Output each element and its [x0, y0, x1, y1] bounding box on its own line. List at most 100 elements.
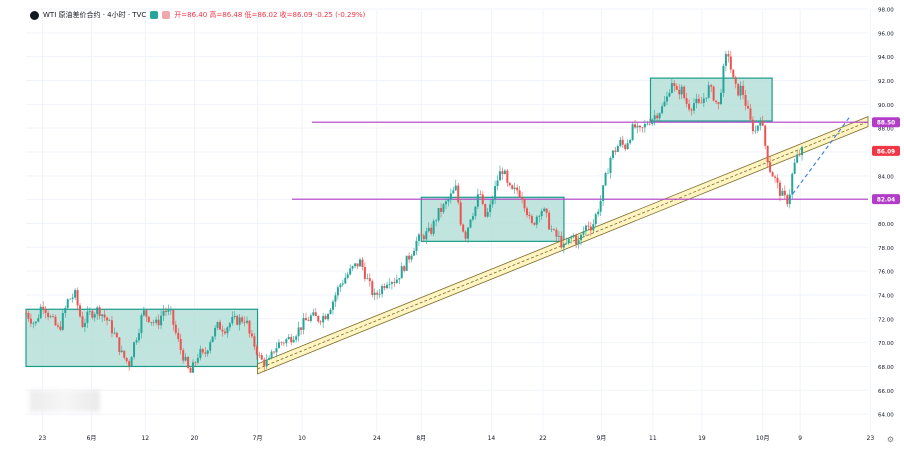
candle-body [398, 278, 401, 280]
y-tick-label: 92.00 [878, 79, 894, 85]
x-tick-label: 10 [298, 435, 306, 442]
candle-body [373, 292, 376, 295]
candle-body [572, 235, 575, 238]
x-axis: 23 6月 12 20 7月 10 24 8月 14 22 9月 11 19 10月 9 23 [39, 435, 875, 442]
candle-body [496, 180, 499, 187]
y-tick-label: 94.00 [878, 55, 894, 61]
candle-body [32, 323, 35, 324]
price-tag [872, 194, 900, 205]
candle-body [459, 202, 462, 225]
price-tags: 88.50 86.09 82.04 [872, 117, 900, 205]
price-tag [872, 145, 900, 156]
candle-body [61, 313, 64, 330]
candle-body [447, 199, 450, 202]
y-tick-label: 66.00 [878, 389, 894, 395]
candle-body [437, 208, 440, 221]
candle-body [597, 211, 600, 215]
status-dot-icon [150, 11, 159, 19]
price-tag-label: 88.50 [877, 121, 895, 127]
candle-body [74, 290, 77, 298]
candle-body [341, 283, 344, 285]
candle-body [184, 357, 187, 361]
x-tick-label: 20 [191, 435, 199, 442]
candle-body [668, 92, 671, 97]
candle-body [54, 316, 57, 326]
y-axis: 64.00 66.00 68.00 70.00 72.00 74.00 76.00 78.00… [878, 8, 894, 419]
candle-body [413, 250, 416, 256]
candle-body [518, 190, 521, 197]
candle-body [646, 123, 649, 125]
candle-body [83, 322, 86, 328]
candle-body [508, 182, 511, 186]
settings-gear-icon[interactable]: ⚙ [886, 435, 894, 444]
candle-body [658, 113, 661, 119]
candle-body [334, 295, 337, 302]
candle-body [123, 350, 126, 358]
candle-body [695, 98, 698, 104]
market-badge-icon [162, 11, 171, 19]
candle-body [130, 357, 133, 367]
candle-body [110, 320, 113, 334]
candle-body [700, 102, 703, 104]
candle-body [196, 358, 199, 363]
candle-body [106, 317, 109, 321]
candle-body [327, 314, 330, 320]
candle-body [739, 85, 742, 96]
candle-body [589, 226, 592, 231]
candle-body [307, 320, 310, 321]
candle-body [560, 235, 563, 248]
candle-body [774, 176, 777, 178]
candle-body [484, 203, 487, 217]
candle-body [113, 332, 116, 334]
candle-body [663, 101, 666, 107]
candle-body [609, 158, 612, 173]
chart-header: WTI 原油差价合约 · 4小时 · TVC 开=86.40 高=86.48 低… [30, 10, 365, 20]
candle-body [491, 199, 494, 205]
candle-body [417, 234, 420, 241]
candle-body [513, 187, 516, 190]
candle-body [292, 339, 295, 343]
candle-body [255, 346, 258, 355]
candle-body [250, 333, 253, 337]
candle-body [427, 227, 430, 232]
candle-body [157, 319, 160, 326]
candle-body [88, 311, 91, 312]
candle-body [108, 320, 111, 321]
candle-body [66, 299, 69, 308]
candle-body [236, 315, 239, 325]
candle-body [363, 267, 366, 279]
symbol-logo-icon [30, 10, 39, 20]
candle-body [344, 277, 347, 284]
candle-body [167, 309, 170, 312]
candle-body [410, 255, 413, 260]
candle-body [189, 367, 192, 373]
candle-body [91, 311, 94, 318]
candle-body [506, 170, 509, 183]
candle-body [155, 319, 158, 323]
candle-body [555, 229, 558, 237]
candle-body [133, 342, 136, 358]
candle-body [319, 321, 322, 323]
candle-body [751, 119, 754, 132]
candle-body [538, 215, 541, 217]
candle-body [651, 119, 654, 125]
candle-body [501, 171, 504, 175]
candle-body [636, 125, 639, 128]
x-tick-label: 8月 [416, 435, 426, 442]
candle-body [44, 308, 47, 313]
price-tag-label: 86.09 [877, 149, 895, 155]
candle-body [602, 185, 605, 201]
candle-body [169, 309, 172, 311]
candle-body [386, 284, 389, 289]
candle-body [246, 320, 249, 323]
candle-body [388, 283, 391, 285]
candle-body [422, 235, 425, 240]
candle-body [783, 190, 786, 196]
candle-body [287, 336, 290, 340]
candle-body [221, 329, 224, 332]
candle-body [481, 194, 484, 204]
candle-body [304, 318, 307, 321]
candle-body [354, 263, 357, 267]
